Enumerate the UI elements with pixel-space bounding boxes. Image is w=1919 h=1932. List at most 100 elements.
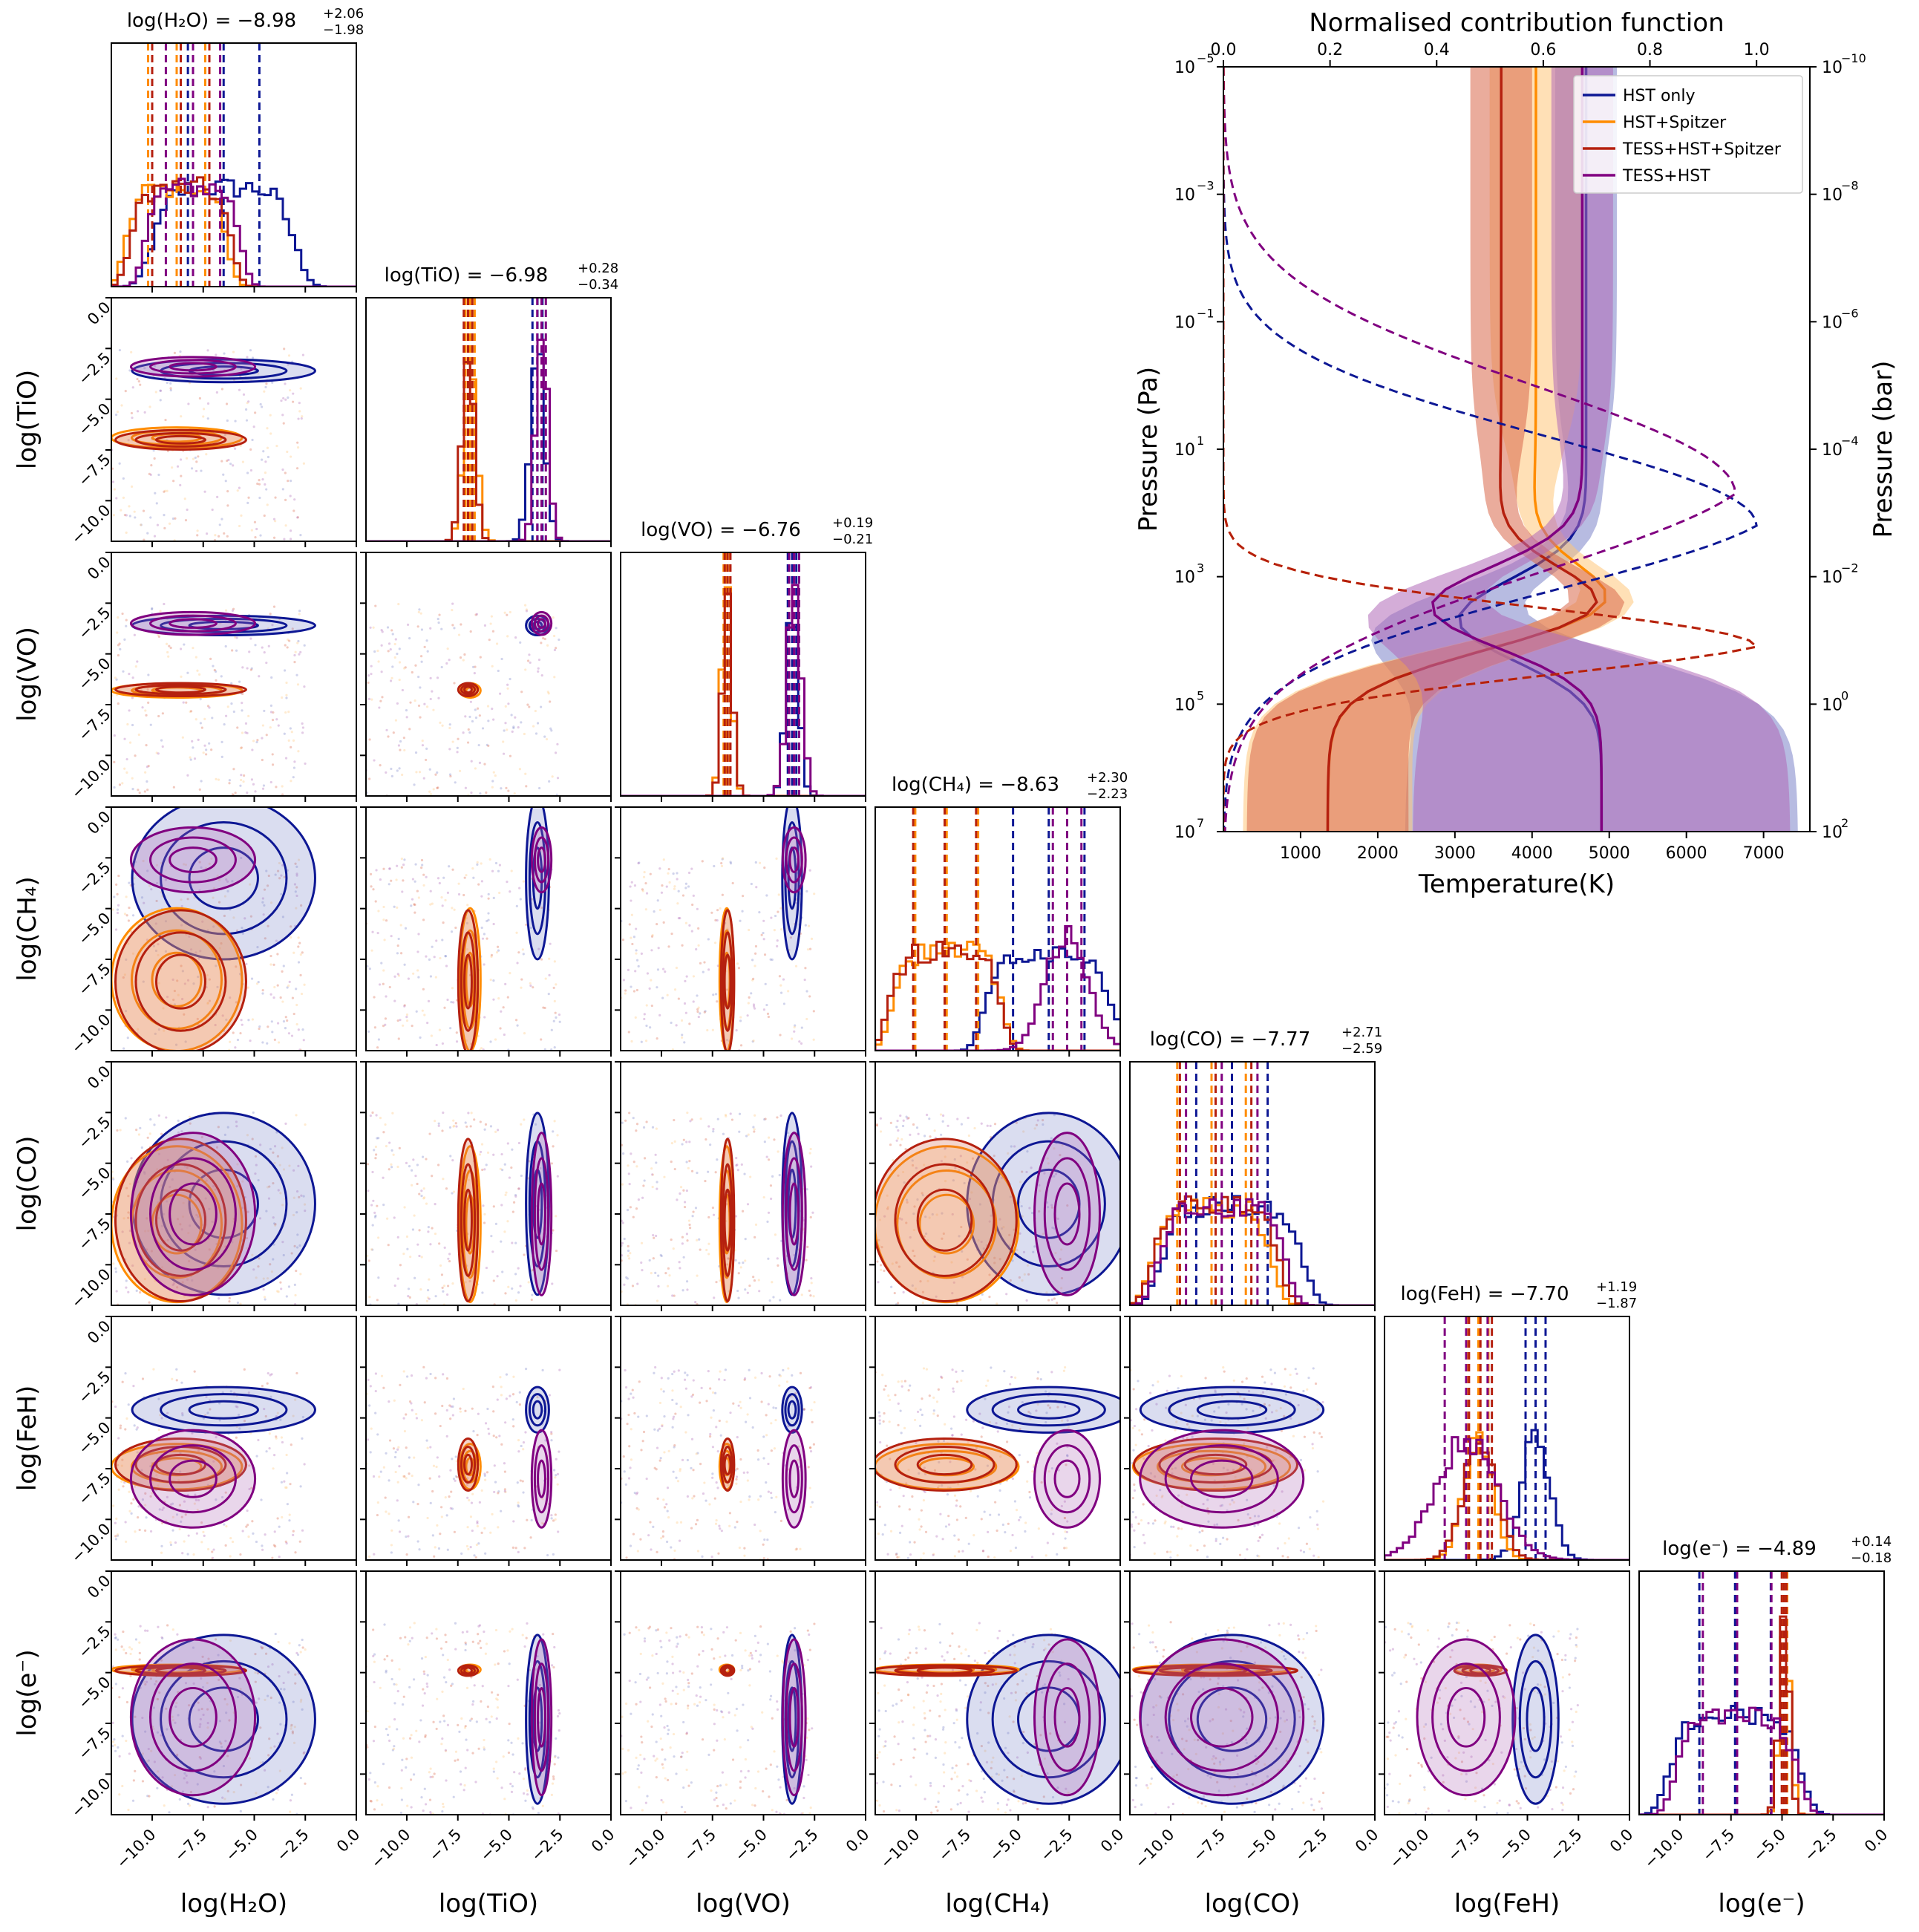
scatter-point-TESS+HST bbox=[433, 956, 436, 959]
scatter-point-TESS+HST+Spitzer bbox=[485, 791, 488, 794]
scatter-point-TESS+HST+Spitzer bbox=[288, 639, 291, 642]
scatter-point-HST+Spitzer bbox=[257, 372, 260, 375]
scatter-point-HST only bbox=[275, 1131, 278, 1134]
scatter-point-HST+Spitzer bbox=[512, 1375, 515, 1378]
scatter-point-TESS+HST bbox=[414, 1175, 417, 1178]
scatter-point-HST+Spitzer bbox=[676, 1480, 680, 1483]
scatter-point-HST+Spitzer bbox=[1155, 1494, 1158, 1497]
scatter-point-HST only bbox=[1240, 1403, 1243, 1406]
scatter-point-HST+Spitzer bbox=[914, 1288, 917, 1290]
scatter-point-TESS+HST+Spitzer bbox=[471, 1407, 474, 1410]
scatter-point-TESS+HST bbox=[211, 1556, 215, 1559]
scatter-point-TESS+HST+Spitzer bbox=[1060, 1276, 1064, 1280]
scatter-point-TESS+HST bbox=[457, 892, 461, 896]
scatter-point-HST only bbox=[131, 914, 135, 917]
scatter-point-HST only bbox=[687, 885, 690, 888]
scatter-point-HST+Spitzer bbox=[396, 1165, 399, 1169]
scatter-point-HST+Spitzer bbox=[1016, 1248, 1019, 1251]
scatter-point-HST+Spitzer bbox=[1278, 1522, 1281, 1525]
scatter-point-TESS+HST+Spitzer bbox=[555, 1249, 558, 1253]
scatter-point-TESS+HST+Spitzer bbox=[520, 978, 523, 981]
scatter-point-HST+Spitzer bbox=[376, 1501, 379, 1504]
scatter-point-HST only bbox=[673, 1446, 676, 1449]
scatter-point-HST only bbox=[626, 1209, 630, 1212]
scatter-point-TESS+HST bbox=[525, 610, 529, 613]
scatter-point-TESS+HST bbox=[496, 1129, 500, 1132]
scatter-point-HST only bbox=[126, 1037, 129, 1040]
scatter-point-TESS+HST bbox=[658, 1427, 661, 1430]
scatter-point-TESS+HST bbox=[197, 1498, 200, 1502]
scatter-point-HST+Spitzer bbox=[1047, 1470, 1050, 1473]
scatter-point-HST only bbox=[764, 982, 767, 985]
scatter-point-HST+Spitzer bbox=[393, 656, 396, 659]
scatter-point-HST+Spitzer bbox=[288, 1513, 291, 1516]
scatter-point-TESS+HST bbox=[491, 707, 494, 711]
scatter-point-TESS+HST bbox=[1134, 1516, 1137, 1519]
scatter-point-TESS+HST+Spitzer bbox=[809, 1294, 812, 1297]
scatter-point-TESS+HST bbox=[906, 1117, 909, 1120]
scatter-point-TESS+HST+Spitzer bbox=[479, 656, 482, 659]
scatter-point-HST+Spitzer bbox=[787, 990, 790, 993]
scatter-point-HST only bbox=[449, 1027, 452, 1030]
scatter-point-HST only bbox=[283, 732, 286, 735]
scatter-point-HST only bbox=[661, 996, 664, 999]
scatter-point-TESS+HST+Spitzer bbox=[988, 1273, 991, 1276]
scatter-point-HST+Spitzer bbox=[148, 405, 151, 408]
scatter-point-HST only bbox=[656, 1429, 659, 1432]
scatter-point-HST+Spitzer bbox=[419, 612, 422, 615]
scatter-point-TESS+HST+Spitzer bbox=[919, 1280, 922, 1283]
scatter-point-HST only bbox=[659, 1457, 662, 1460]
scatter-point-TESS+HST+Spitzer bbox=[554, 1513, 557, 1516]
scatter-point-TESS+HST+Spitzer bbox=[1196, 1549, 1199, 1552]
scatter-point-HST+Spitzer bbox=[111, 1176, 114, 1179]
scatter-point-TESS+HST+Spitzer bbox=[1268, 1404, 1271, 1407]
scatter-point-TESS+HST+Spitzer bbox=[183, 1013, 186, 1016]
scatter-point-HST+Spitzer bbox=[504, 705, 507, 708]
scatter-point-HST only bbox=[298, 1244, 301, 1247]
scatter-point-TESS+HST+Spitzer bbox=[213, 668, 216, 672]
scatter-point-TESS+HST bbox=[471, 1529, 474, 1533]
scatter-point-HST only bbox=[377, 1137, 380, 1140]
scatter-point-HST only bbox=[125, 1279, 128, 1282]
scatter-point-TESS+HST bbox=[445, 965, 448, 967]
scatter-point-TESS+HST+Spitzer bbox=[727, 1257, 730, 1260]
scatter-point-TESS+HST+Spitzer bbox=[387, 1244, 390, 1247]
scatter-point-HST only bbox=[186, 1802, 190, 1805]
scatter-point-HST only bbox=[500, 787, 503, 790]
scatter-point-TESS+HST+Spitzer bbox=[653, 1236, 656, 1239]
scatter-point-HST only bbox=[285, 696, 288, 699]
scatter-point-HST+Spitzer bbox=[370, 698, 373, 701]
scatter-point-HST only bbox=[452, 1397, 456, 1400]
contour-TESS+HST bbox=[129, 610, 257, 636]
scatter-point-HST only bbox=[743, 1172, 746, 1175]
scatter-point-HST+Spitzer bbox=[679, 1406, 682, 1409]
scatter-point-HST only bbox=[479, 792, 482, 795]
scatter-point-HST only bbox=[518, 1391, 521, 1394]
scatter-point-HST+Spitzer bbox=[143, 1680, 146, 1683]
scatter-point-HST+Spitzer bbox=[125, 895, 128, 898]
scatter-point-HST+Spitzer bbox=[928, 1216, 931, 1219]
scatter-point-TESS+HST+Spitzer bbox=[649, 872, 652, 875]
scatter-point-HST only bbox=[1045, 1412, 1048, 1414]
scatter-point-HST+Spitzer bbox=[787, 1367, 790, 1370]
scatter-point-HST+Spitzer bbox=[656, 1299, 659, 1302]
scatter-point-TESS+HST bbox=[229, 996, 232, 999]
scatter-point-HST+Spitzer bbox=[932, 1412, 935, 1415]
scatter-point-TESS+HST bbox=[1056, 1442, 1059, 1445]
scatter-point-HST only bbox=[175, 1368, 178, 1371]
scatter-point-HST only bbox=[660, 1254, 663, 1258]
scatter-point-HST+Spitzer bbox=[918, 1528, 921, 1531]
scatter-point-HST only bbox=[229, 463, 232, 466]
scatter-point-HST+Spitzer bbox=[382, 918, 385, 921]
scatter-point-TESS+HST bbox=[304, 1210, 307, 1213]
scatter-point-TESS+HST+Spitzer bbox=[295, 467, 299, 470]
scatter-point-HST only bbox=[220, 518, 223, 520]
contour-TESS+HST bbox=[788, 1459, 800, 1498]
scatter-point-HST only bbox=[480, 926, 483, 930]
scatter-point-HST+Spitzer bbox=[1308, 1547, 1311, 1550]
scatter-point-TESS+HST bbox=[143, 901, 146, 904]
scatter-point-TESS+HST bbox=[684, 1011, 687, 1014]
scatter-point-TESS+HST+Spitzer bbox=[396, 944, 399, 947]
scatter-point-TESS+HST bbox=[809, 1386, 813, 1389]
scatter-point-TESS+HST+Spitzer bbox=[439, 1424, 442, 1428]
